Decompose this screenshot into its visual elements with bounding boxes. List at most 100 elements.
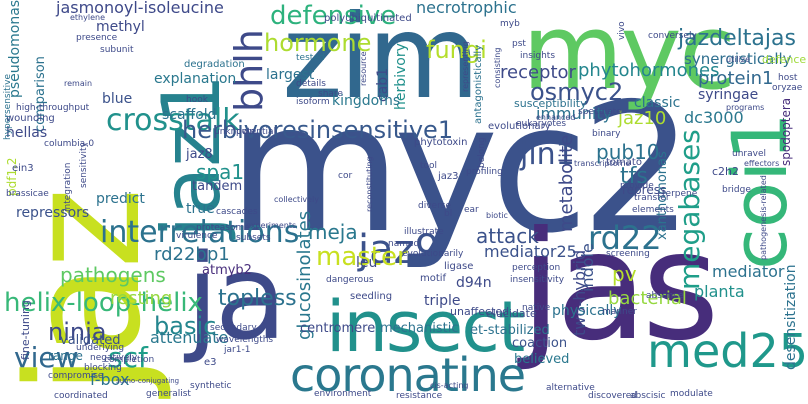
- word-susceptibility: susceptibility: [514, 97, 587, 110]
- word-representing: representing: [461, 41, 470, 92]
- word-myc2: myc2: [228, 65, 694, 272]
- word-pathogens: pathogens: [60, 263, 166, 287]
- word-herbivoresinsensitive1: herbivoresinsensitive1: [182, 116, 454, 144]
- word-share: share: [318, 89, 343, 99]
- word-ein3: ein3: [12, 163, 34, 174]
- word-largest: largest: [266, 67, 315, 83]
- word-columbia-0: columbia-0: [44, 139, 95, 149]
- word-pst: pst: [512, 39, 526, 49]
- word-effectors: effectors: [744, 159, 780, 168]
- word-oryzae: oryzae: [772, 83, 803, 93]
- word-receptor: receptor: [500, 62, 576, 83]
- word-osmyc2: osmyc2: [530, 78, 624, 106]
- word-tandem: tandem: [192, 179, 243, 194]
- word-negatively: negatively: [90, 353, 138, 363]
- word-resource: resource: [359, 51, 368, 86]
- word-synthetic: synthetic: [190, 381, 232, 391]
- word-blocking: blocking: [84, 363, 122, 373]
- word-tool: tool: [420, 161, 438, 171]
- word-megabases: megabases: [673, 129, 706, 290]
- word-eukaryotes: eukaryotes: [516, 119, 567, 129]
- word-c2h2: c2h2: [712, 165, 740, 178]
- word-hypersensitive: hypersensitive: [3, 74, 13, 140]
- word-modulate: modulate: [670, 389, 713, 399]
- word-potential: potential: [236, 127, 277, 137]
- word-spodoptera: spodoptera: [779, 97, 793, 166]
- word-jar1-1: jar1-1: [224, 345, 251, 355]
- word-attack: attack: [476, 224, 539, 248]
- word-bacterial: bacterial: [608, 288, 687, 309]
- word-pv: pv: [612, 262, 637, 286]
- word-hellas: hellas: [6, 125, 48, 141]
- word-triple: triple: [424, 293, 461, 309]
- word-ja: ja: [186, 228, 287, 366]
- word-interrelations: interrelations: [100, 215, 300, 250]
- word-jaz8: jaz8: [186, 147, 213, 162]
- word-et-stabilized: et-stabilized: [470, 323, 550, 338]
- word-pathogenesis-related: pathogenesis-related: [759, 175, 768, 260]
- word-bl: bl: [444, 209, 453, 219]
- word-methyl: methyl: [96, 19, 145, 35]
- word-synergistically: synergistically: [684, 50, 792, 68]
- word-jin1: jin1: [520, 137, 575, 172]
- word-scaffold: scaffold: [162, 107, 217, 123]
- word-generalist: generalist: [146, 389, 191, 399]
- word-native: native: [522, 303, 551, 313]
- word-d94n: d94n: [456, 275, 492, 291]
- word-reconstituting: reconstituting: [365, 156, 374, 212]
- word-insensitivity: insensitivity: [510, 275, 565, 285]
- word-high-throughput: high-throughput: [16, 103, 90, 113]
- word-compromise: compromise: [48, 371, 104, 381]
- word-repress: repress: [622, 183, 667, 197]
- word-perception: perception: [512, 263, 561, 273]
- word-host: host: [778, 73, 798, 83]
- word-atmyb2: atmyb2: [202, 263, 252, 278]
- word-cis-acting: cis-acting: [430, 381, 469, 390]
- word-absence: absence: [646, 291, 684, 301]
- word-unaffected: unaffected: [450, 305, 510, 318]
- word-f-box: f-box: [90, 370, 130, 389]
- word-ligase: ligase: [444, 261, 474, 272]
- word-abscisic: abscisic: [630, 391, 666, 401]
- word-indole: indole: [578, 243, 597, 292]
- word-med25: med25: [647, 324, 808, 378]
- word-resistance: resistance: [396, 391, 443, 401]
- word-utilize: utilize: [726, 55, 750, 64]
- word-hook: hook: [186, 95, 208, 105]
- word-true: true: [186, 201, 215, 217]
- word-bridge: bridge: [722, 185, 751, 195]
- word-master: master: [316, 242, 408, 272]
- word-validated: validated: [60, 333, 121, 348]
- word-mediator25: mediator25: [484, 242, 577, 261]
- word-immunity: immunity: [536, 104, 613, 123]
- word-details: details: [296, 79, 326, 89]
- word-mechanistic: mechanistic: [380, 321, 459, 336]
- word-believed: believed: [514, 352, 570, 367]
- word-subunit: subunit: [100, 45, 134, 55]
- word-elements: elements: [632, 205, 674, 215]
- word-screening: screening: [606, 249, 650, 259]
- word-jaz10: jaz10: [618, 108, 667, 129]
- word-subsets: subsets: [236, 233, 271, 243]
- word-tested: tested: [296, 53, 325, 63]
- word-profiling: profiling: [466, 167, 503, 177]
- word-centromere: centromere: [300, 321, 376, 336]
- word-wavelengths: wavelengths: [216, 335, 274, 345]
- word-discovered: discovered: [588, 391, 637, 401]
- word-evolutionary: evolutionary: [488, 121, 551, 132]
- word-virulence: virulence: [176, 231, 218, 241]
- word-tfs: tfs: [620, 164, 648, 189]
- word-view: view: [14, 341, 79, 374]
- word-dangerous: dangerous: [326, 275, 374, 285]
- word-elucidate: elucidate: [486, 307, 537, 320]
- word-remain: remain: [64, 79, 93, 88]
- word-programs: programs: [726, 103, 765, 112]
- word-polyubiquitinated: polyubiquitinated: [324, 13, 412, 24]
- word-vivo: vivo: [617, 21, 627, 40]
- word-zim: zim: [282, 0, 480, 125]
- word-leu: leu: [356, 255, 378, 271]
- word-experiments: experiments: [246, 221, 297, 230]
- word-jaz9: jaz9: [358, 227, 441, 273]
- word-e3: e3: [204, 357, 217, 368]
- word-physically: physically: [552, 303, 622, 319]
